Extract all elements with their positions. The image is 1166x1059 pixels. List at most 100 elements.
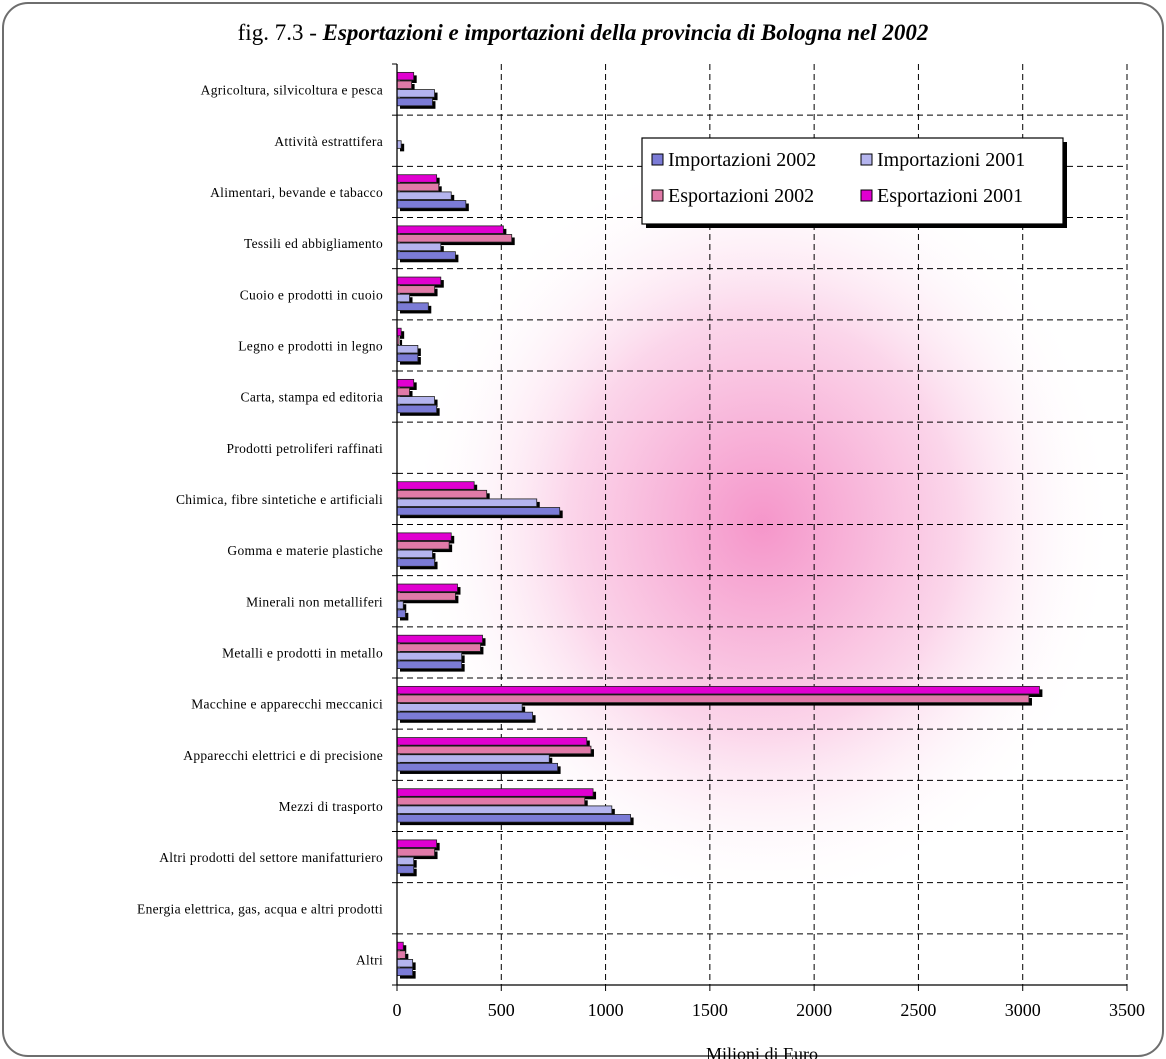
bar-exp2002 bbox=[396, 234, 513, 243]
bar-exp2001 bbox=[396, 737, 588, 746]
bar-imp2002 bbox=[396, 865, 415, 874]
bar-exp2002 bbox=[396, 541, 450, 550]
axes bbox=[392, 63, 1128, 991]
category-label: Prodotti petroliferi raffinati bbox=[227, 441, 383, 456]
bar-imp2002 bbox=[396, 353, 419, 363]
bar-imp2001 bbox=[396, 549, 433, 559]
bar-imp2001 bbox=[396, 600, 404, 610]
bar-imp2002 bbox=[396, 404, 438, 414]
legend-swatch-exp2001 bbox=[860, 189, 873, 202]
bar-imp2002 bbox=[396, 302, 429, 311]
bar-imp2001 bbox=[396, 396, 435, 405]
category-label: Cuoio e prodotti in cuoio bbox=[240, 287, 383, 302]
bar-imp2001 bbox=[396, 805, 613, 814]
bar-exp2002 bbox=[396, 489, 488, 499]
bar-exp2001 bbox=[396, 174, 438, 183]
bar-imp2001 bbox=[396, 856, 415, 866]
bar-imp2001 bbox=[396, 242, 442, 252]
bar-exp2002 bbox=[396, 387, 410, 396]
x-tick-label: 0 bbox=[393, 1000, 402, 1020]
bar-imp2002 bbox=[396, 814, 632, 823]
bar-imp2001 bbox=[396, 703, 523, 712]
bars bbox=[396, 71, 1043, 979]
category-label: Tessili ed abbigliamento bbox=[244, 236, 383, 251]
x-tick-label: 2000 bbox=[796, 1000, 832, 1020]
bar-imp2001 bbox=[396, 754, 550, 763]
bar-exp2001 bbox=[396, 71, 415, 81]
bar-imp2002 bbox=[396, 200, 467, 209]
category-label: Energia elettrica, gas, acqua e altri pr… bbox=[137, 901, 383, 916]
legend-label: Importazioni 2002 bbox=[668, 149, 816, 171]
category-labels: Agricoltura, silvicoltura e pesca Attivit… bbox=[137, 83, 383, 968]
chart-title-main: Esportazioni e importazioni della provin… bbox=[322, 20, 929, 45]
bar-exp2001 bbox=[396, 225, 504, 234]
bar-exp2001 bbox=[396, 532, 452, 541]
x-axis-title: Milioni di Euro bbox=[706, 1044, 818, 1059]
bar-exp2002 bbox=[396, 643, 481, 652]
bar-exp2002 bbox=[396, 848, 435, 857]
x-tick-label: 1000 bbox=[588, 1000, 624, 1020]
bar-exp2001 bbox=[396, 583, 458, 593]
bar-imp2002 bbox=[396, 97, 433, 107]
bar-exp2001 bbox=[396, 378, 415, 388]
bar-imp2001 bbox=[396, 652, 463, 661]
bar-exp2001 bbox=[396, 839, 438, 848]
bar-exp2002 bbox=[396, 80, 413, 89]
legend-swatch-imp2002 bbox=[651, 153, 664, 166]
bar-imp2001 bbox=[396, 345, 419, 354]
bar-imp2001 bbox=[396, 498, 538, 507]
bar-exp2001 bbox=[396, 685, 1040, 695]
bar-exp2002 bbox=[396, 796, 586, 806]
bar-imp2001 bbox=[396, 293, 410, 303]
bar-imp2002 bbox=[396, 507, 561, 516]
bar-imp2001 bbox=[396, 191, 452, 200]
bar-imp2002 bbox=[396, 967, 414, 977]
category-label: Legno e prodotti in legno bbox=[238, 338, 383, 353]
bar-imp2002 bbox=[396, 660, 463, 670]
x-tick-label: 3500 bbox=[1109, 1000, 1145, 1020]
bar-imp2002 bbox=[396, 251, 456, 260]
chart-title-prefix: fig. 7.3 - bbox=[237, 20, 323, 45]
chart-title: fig. 7.3 - Esportazioni e importazioni d… bbox=[0, 20, 1166, 46]
bar-exp2002 bbox=[396, 694, 1030, 703]
bar-imp2002 bbox=[396, 558, 435, 567]
bar-exp2001 bbox=[396, 941, 404, 951]
legend-swatch-exp2002 bbox=[651, 189, 664, 202]
legend-label: Esportazioni 2001 bbox=[877, 185, 1023, 207]
bar-exp2002 bbox=[396, 745, 592, 755]
bar-imp2002 bbox=[396, 609, 406, 618]
legend-swatch-imp2001 bbox=[860, 153, 873, 166]
bar-imp2001 bbox=[396, 959, 414, 968]
legend: Importazioni 2002 Importazioni 2001 Esport… bbox=[641, 137, 1067, 228]
bar-shadow bbox=[400, 339, 403, 348]
category-label: Mezzi di trasporto bbox=[279, 799, 383, 814]
legend-label: Esportazioni 2002 bbox=[668, 185, 814, 207]
bar-imp2002 bbox=[396, 762, 559, 772]
bar-exp2002 bbox=[396, 182, 440, 192]
category-label: Agricoltura, silvicoltura e pesca bbox=[201, 83, 383, 98]
bar-exp2001 bbox=[396, 788, 594, 797]
x-tick-label: 500 bbox=[488, 1000, 515, 1020]
legend-box bbox=[641, 137, 1064, 225]
category-label: Alimentari, bevande e tabacco bbox=[210, 185, 383, 200]
x-tick-label: 1500 bbox=[692, 1000, 728, 1020]
bar-imp2002 bbox=[396, 711, 533, 721]
bar-exp2002 bbox=[396, 592, 456, 601]
category-label: Carta, stampa ed editoria bbox=[241, 390, 383, 405]
category-label: Gomma e materie plastiche bbox=[227, 543, 383, 558]
bar-imp2001 bbox=[396, 89, 435, 98]
bar-shadow bbox=[400, 331, 405, 339]
bar-exp2001 bbox=[396, 481, 475, 490]
x-tick-label: 2500 bbox=[900, 1000, 936, 1020]
bar-exp2002 bbox=[396, 285, 435, 294]
bar-exp2002 bbox=[396, 950, 406, 959]
bar-exp2001 bbox=[396, 634, 483, 644]
category-label: Metalli e prodotti in metallo bbox=[222, 645, 383, 660]
category-label: Macchine e apparecchi meccanici bbox=[191, 697, 383, 712]
category-label: Altri bbox=[356, 952, 383, 967]
category-label: Attività estrattifera bbox=[274, 134, 383, 149]
category-label: Altri prodotti del settore manifatturier… bbox=[159, 850, 383, 865]
x-tick-labels: 0 500 1000 1500 2000 2500 3000 3500 bbox=[393, 1000, 1146, 1020]
category-label: Chimica, fibre sintetiche e artificiali bbox=[176, 492, 383, 507]
